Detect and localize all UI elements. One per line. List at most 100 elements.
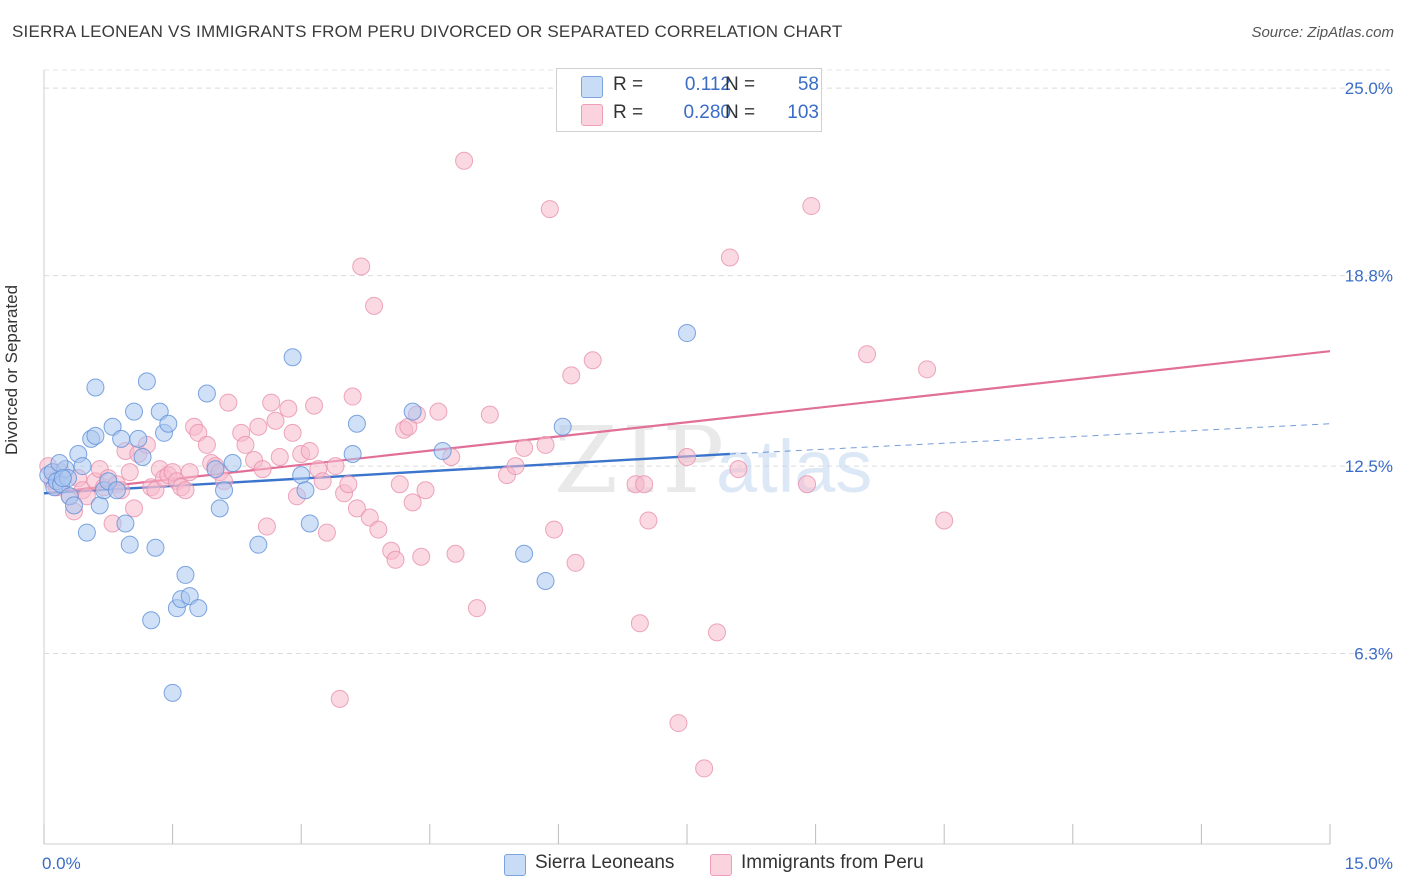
point-sierra-leonean bbox=[65, 496, 84, 515]
legend-n-value: 58 bbox=[797, 74, 819, 95]
point-sierra-leonean bbox=[215, 481, 234, 500]
point-immigrant-from-peru bbox=[562, 366, 581, 385]
point-immigrant-from-peru bbox=[283, 423, 302, 442]
point-immigrant-from-peru bbox=[678, 448, 696, 466]
point-immigrant-from-peru bbox=[300, 441, 319, 460]
legend-swatch-pink bbox=[581, 104, 603, 126]
legend-n-label: N = bbox=[725, 102, 756, 123]
legend-swatch-pink bbox=[710, 854, 732, 876]
point-sierra-leonean bbox=[292, 466, 311, 485]
point-immigrant-from-peru bbox=[455, 151, 474, 170]
point-sierra-leonean bbox=[125, 402, 144, 421]
point-sierra-leonean bbox=[112, 429, 131, 448]
point-sierra-leonean bbox=[403, 402, 422, 421]
point-immigrant-from-peru bbox=[858, 345, 877, 364]
x-tick-label-max: 15.0% bbox=[1345, 854, 1393, 873]
grid-lines bbox=[44, 69, 1390, 655]
point-immigrant-from-peru bbox=[695, 759, 714, 778]
point-sierra-leonean bbox=[133, 448, 152, 466]
point-sierra-leonean bbox=[433, 441, 452, 460]
point-immigrant-from-peru bbox=[330, 689, 349, 708]
point-immigrant-from-peru bbox=[120, 463, 139, 482]
correlation-legend: R = 0.112 N = 58 R = 0.280 N = 103 bbox=[556, 68, 822, 132]
y-tick-label: 25.0% bbox=[1345, 79, 1393, 98]
point-immigrant-from-peru bbox=[416, 481, 435, 500]
y-tick-label: 18.8% bbox=[1345, 267, 1393, 286]
point-sierra-leonean bbox=[107, 481, 126, 500]
point-sierra-leonean bbox=[77, 523, 96, 542]
point-sierra-leonean bbox=[137, 372, 156, 391]
point-immigrant-from-peru bbox=[515, 438, 534, 457]
point-sierra-leonean bbox=[283, 348, 302, 367]
point-immigrant-from-peru bbox=[467, 599, 486, 618]
point-sierra-leonean bbox=[116, 514, 135, 533]
point-sierra-leonean bbox=[129, 429, 148, 448]
legend-label: Immigrants from Peru bbox=[741, 852, 924, 873]
point-immigrant-from-peru bbox=[253, 460, 272, 479]
point-immigrant-from-peru bbox=[429, 402, 448, 421]
point-sierra-leonean bbox=[515, 544, 534, 563]
point-immigrant-from-peru bbox=[798, 475, 817, 494]
y-tick-label: 6.3% bbox=[1354, 645, 1393, 664]
point-immigrant-from-peru bbox=[802, 197, 821, 216]
point-sierra-leonean bbox=[678, 324, 696, 343]
point-immigrant-from-peru bbox=[347, 499, 366, 518]
y-tick-label: 12.5% bbox=[1345, 457, 1393, 476]
x-tick-label-min: 0.0% bbox=[42, 854, 81, 873]
axes bbox=[43, 70, 1331, 845]
point-immigrant-from-peru bbox=[386, 550, 405, 569]
point-sierra-leonean bbox=[86, 426, 105, 445]
point-immigrant-from-peru bbox=[326, 457, 345, 476]
legend-label: Sierra Leoneans bbox=[535, 852, 675, 873]
point-immigrant-from-peru bbox=[536, 435, 555, 454]
point-sierra-leonean bbox=[210, 499, 229, 518]
point-immigrant-from-peru bbox=[720, 248, 739, 267]
legend-n-label: N = bbox=[725, 74, 756, 95]
point-immigrant-from-peru bbox=[506, 457, 525, 476]
point-immigrant-from-peru bbox=[369, 520, 388, 539]
chart-title: SIERRA LEONEAN VS IMMIGRANTS FROM PERU D… bbox=[12, 22, 843, 41]
source-label: Source: ZipAtlas.com bbox=[1251, 24, 1394, 41]
point-immigrant-from-peru bbox=[305, 396, 324, 415]
point-immigrant-from-peru bbox=[249, 417, 268, 436]
point-sierra-leonean bbox=[176, 565, 195, 584]
point-immigrant-from-peru bbox=[365, 296, 384, 315]
watermark-zip: ZIP bbox=[554, 407, 728, 514]
point-immigrant-from-peru bbox=[197, 435, 216, 454]
point-sierra-leonean bbox=[223, 454, 242, 473]
point-sierra-leonean bbox=[536, 571, 555, 590]
point-sierra-leonean bbox=[296, 481, 315, 500]
point-immigrant-from-peru bbox=[317, 523, 336, 542]
point-sierra-leonean bbox=[300, 514, 319, 533]
point-sierra-leonean bbox=[189, 599, 208, 618]
point-sierra-leonean bbox=[146, 538, 165, 557]
point-sierra-leonean bbox=[347, 414, 366, 433]
trend-extension-sierra-leoneans bbox=[729, 423, 1331, 455]
point-sierra-leonean bbox=[86, 378, 105, 397]
point-immigrant-from-peru bbox=[545, 520, 564, 539]
point-immigrant-from-peru bbox=[343, 387, 362, 406]
legend-r-label: R = bbox=[613, 102, 644, 123]
point-sierra-leonean bbox=[206, 460, 225, 479]
point-immigrant-from-peru bbox=[630, 614, 649, 633]
point-immigrant-from-peru bbox=[446, 544, 465, 563]
point-sierra-leonean bbox=[553, 417, 572, 436]
point-sierra-leonean bbox=[73, 457, 92, 476]
point-immigrant-from-peru bbox=[566, 553, 585, 572]
legend-n-value: 103 bbox=[787, 102, 819, 123]
legend-r-value: 0.112 bbox=[684, 74, 731, 95]
point-immigrant-from-peru bbox=[279, 399, 298, 418]
point-immigrant-from-peru bbox=[180, 463, 199, 482]
point-sierra-leonean bbox=[159, 414, 178, 433]
point-immigrant-from-peru bbox=[262, 393, 281, 412]
point-sierra-leonean bbox=[163, 683, 182, 702]
point-sierra-leonean bbox=[249, 535, 268, 554]
point-immigrant-from-peru bbox=[257, 517, 276, 536]
point-immigrant-from-peru bbox=[669, 714, 688, 733]
point-immigrant-from-peru bbox=[480, 405, 499, 424]
point-immigrant-from-peru bbox=[352, 257, 371, 276]
tick-labels: 6.3% 12.5% 18.8% 25.0% 0.0% 15.0% bbox=[42, 79, 1393, 873]
point-sierra-leonean bbox=[142, 611, 161, 630]
point-immigrant-from-peru bbox=[540, 200, 559, 219]
